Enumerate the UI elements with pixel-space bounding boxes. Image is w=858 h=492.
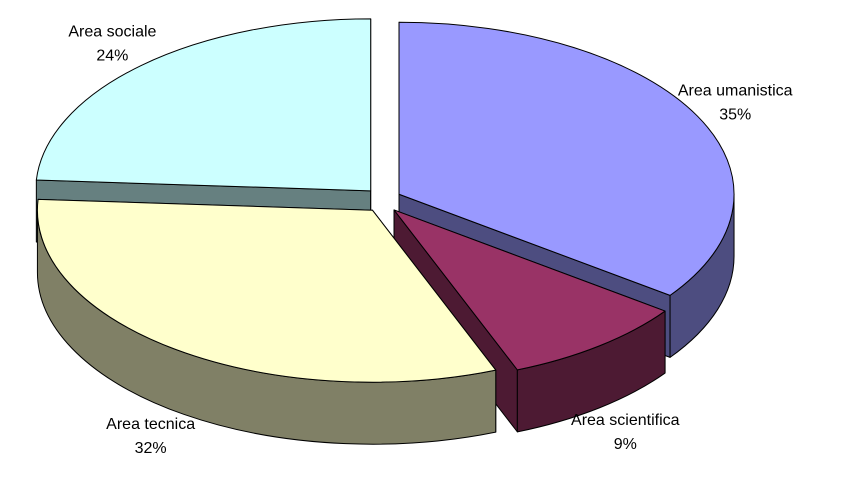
slice [35,18,372,192]
slice-label: Area sociale [68,23,156,40]
slice-label: Area umanistica [678,83,793,100]
slice [36,198,497,383]
slice-value-label: 32% [135,440,167,457]
slice-label: Area scientifica [571,412,680,429]
slice-value-label: 9% [614,436,637,453]
labels: Area umanistica 35% Area scientifica 9% Area… [68,23,792,457]
slice-value-label: 24% [96,47,128,64]
slice-tops [35,18,735,383]
slice-label: Area tecnica [106,416,195,433]
slice-value-label: 35% [719,107,751,124]
slice [398,21,735,296]
slice [393,209,666,371]
